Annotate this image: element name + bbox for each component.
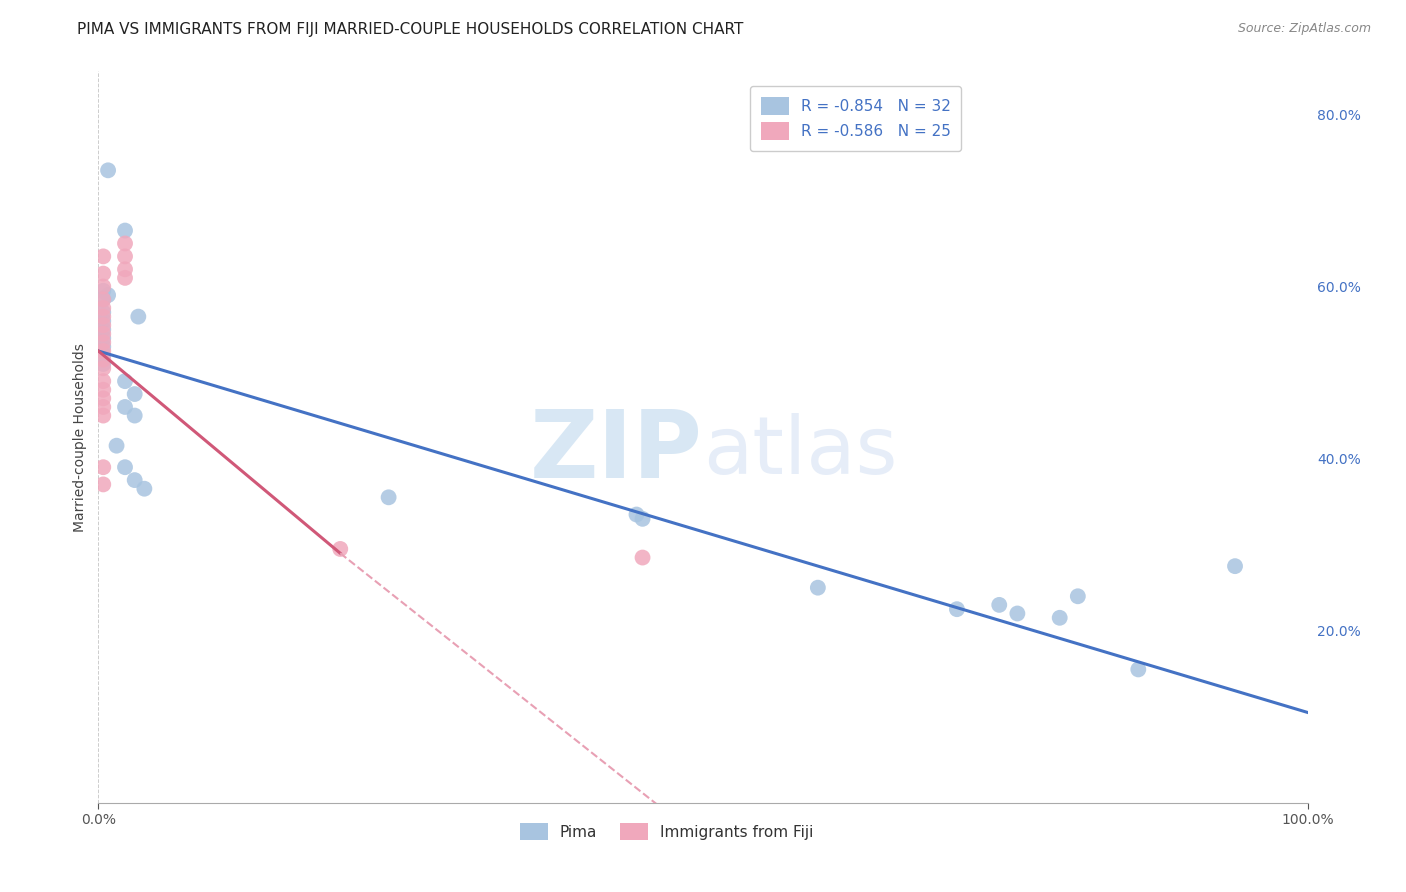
Point	[91, 392, 114, 406]
Point	[124, 473, 146, 487]
Point	[91, 267, 114, 281]
Point	[91, 344, 114, 359]
Point	[127, 310, 149, 324]
Point	[124, 387, 146, 401]
Point	[91, 374, 114, 388]
Point	[377, 491, 399, 505]
Point	[91, 293, 114, 307]
Point	[97, 163, 120, 178]
Text: ZIP: ZIP	[530, 406, 703, 498]
Point	[91, 326, 114, 341]
Point	[114, 236, 136, 251]
Point	[91, 310, 114, 324]
Point	[114, 271, 136, 285]
Point	[626, 508, 648, 522]
Point	[91, 293, 114, 307]
Point	[946, 602, 969, 616]
Point	[91, 284, 114, 298]
Point	[105, 439, 128, 453]
Legend: Pima, Immigrants from Fiji: Pima, Immigrants from Fiji	[515, 816, 820, 847]
Point	[807, 581, 830, 595]
Point	[91, 249, 114, 263]
Point	[114, 374, 136, 388]
Point	[631, 512, 654, 526]
Point	[114, 400, 136, 414]
Point	[91, 383, 114, 397]
Text: atlas: atlas	[703, 413, 897, 491]
Point	[1223, 559, 1246, 574]
Point	[91, 348, 114, 362]
Point	[91, 361, 114, 376]
Point	[91, 305, 114, 319]
Point	[988, 598, 1011, 612]
Point	[91, 477, 114, 491]
Point	[91, 352, 114, 367]
Point	[91, 322, 114, 336]
Point	[134, 482, 156, 496]
Point	[91, 340, 114, 354]
Point	[1067, 589, 1090, 603]
Text: PIMA VS IMMIGRANTS FROM FIJI MARRIED-COUPLE HOUSEHOLDS CORRELATION CHART: PIMA VS IMMIGRANTS FROM FIJI MARRIED-COU…	[77, 22, 744, 37]
Point	[114, 262, 136, 277]
Point	[631, 550, 654, 565]
Point	[97, 288, 120, 302]
Point	[91, 301, 114, 315]
Point	[91, 314, 114, 328]
Point	[124, 409, 146, 423]
Point	[114, 223, 136, 237]
Y-axis label: Married-couple Households: Married-couple Households	[73, 343, 87, 532]
Point	[329, 541, 352, 556]
Point	[91, 357, 114, 371]
Point	[114, 249, 136, 263]
Point	[91, 318, 114, 333]
Point	[91, 460, 114, 475]
Point	[1007, 607, 1029, 621]
Point	[91, 279, 114, 293]
Point	[91, 335, 114, 350]
Text: Source: ZipAtlas.com: Source: ZipAtlas.com	[1237, 22, 1371, 36]
Point	[1049, 611, 1071, 625]
Point	[114, 460, 136, 475]
Point	[91, 400, 114, 414]
Point	[91, 331, 114, 345]
Point	[1128, 662, 1150, 676]
Point	[91, 409, 114, 423]
